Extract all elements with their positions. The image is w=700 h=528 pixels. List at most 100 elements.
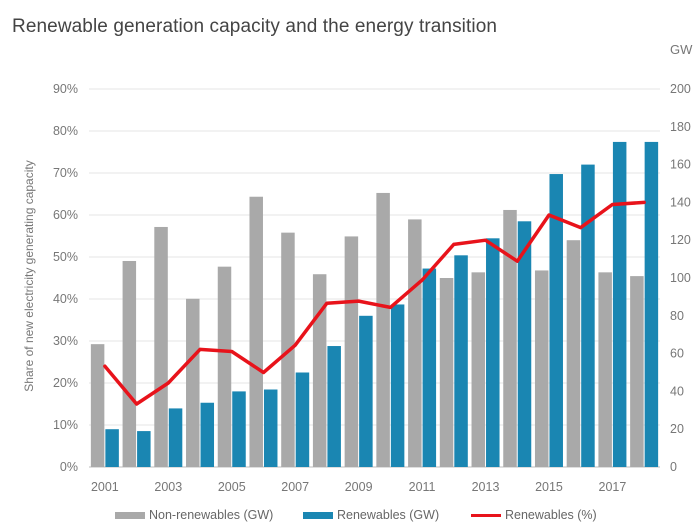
line-renewables-pct	[103, 200, 646, 406]
point-renewables-pct	[610, 203, 614, 206]
axis-labels: 0% 10% 20% 30% 40% 50% 60% 70% 80% 90% 0 20 40 60 80 10…	[53, 82, 691, 494]
bar-renewables	[549, 174, 563, 468]
point-renewables-pct	[579, 226, 583, 230]
point-renewables-pct	[452, 242, 456, 246]
y-tick-label-left: 20%	[53, 376, 78, 390]
point-renewables-pct	[103, 364, 107, 368]
x-tick-label: 2013	[472, 480, 500, 494]
bar-nonrenewables	[217, 266, 232, 467]
y-tick-label-right: 140	[670, 195, 691, 209]
point-renewables-pct	[547, 213, 551, 217]
bar-renewables	[390, 304, 405, 467]
bar-nonrenewables	[439, 278, 454, 467]
y-tick-label-right: 40	[670, 384, 684, 398]
legend-item-nonrenewables[interactable]: Non-renewables (GW)	[115, 508, 273, 522]
bar-nonrenewables	[598, 272, 612, 467]
y-tick-label-right: 100	[670, 271, 691, 285]
bar-nonrenewables	[503, 209, 517, 467]
bar-nonrenewables	[122, 260, 137, 467]
bar-renewables	[168, 408, 183, 467]
bar-nonrenewables	[186, 298, 200, 467]
point-renewables-pct	[420, 278, 424, 282]
point-renewables-pct	[357, 299, 361, 303]
bar-renewables	[200, 402, 215, 467]
bar-renewables	[612, 141, 627, 468]
line-layer	[103, 200, 646, 406]
bar-nonrenewables	[630, 276, 644, 467]
y-tick-label-right: 120	[670, 233, 691, 247]
y-tick-label-left: 10%	[53, 418, 78, 432]
bar-renewables	[359, 315, 373, 467]
legend-item-renewables[interactable]: Renewables (GW)	[303, 508, 439, 522]
bar-nonrenewables	[154, 226, 168, 467]
y-tick-label-right: 20	[670, 422, 684, 436]
bar-renewables	[486, 238, 500, 467]
x-tick-label: 2011	[409, 480, 436, 494]
bar-renewables	[517, 221, 532, 467]
y-tick-label-left: 50%	[53, 250, 78, 264]
x-tick-label: 2015	[535, 480, 563, 494]
gridlines	[89, 88, 660, 468]
point-renewables-pct	[642, 200, 646, 204]
x-tick-label: 2003	[154, 480, 182, 494]
y-tick-label-left: 0%	[60, 460, 78, 474]
y-tick-label-left: 70%	[53, 166, 78, 180]
y-tick-label-right: 0	[670, 460, 677, 474]
bar-renewables	[644, 141, 659, 468]
point-renewables-pct	[325, 301, 329, 305]
point-renewables-pct	[515, 259, 519, 263]
bar-renewables	[263, 389, 278, 467]
point-renewables-pct	[166, 381, 170, 385]
point-renewables-pct	[135, 402, 139, 406]
bar-nonrenewables	[471, 272, 486, 467]
y-tick-label-right: 60	[670, 347, 684, 361]
bar-nonrenewables	[90, 344, 105, 467]
legend-swatch-renewables-pct	[471, 513, 501, 517]
bar-renewables	[295, 372, 310, 467]
bar-nonrenewables	[534, 270, 549, 467]
x-tick-label: 2005	[218, 480, 246, 494]
bar-nonrenewables	[566, 240, 581, 467]
bar-nonrenewables	[376, 192, 390, 467]
legend-swatch-renewables	[303, 511, 333, 519]
point-renewables-pct	[198, 347, 202, 351]
right-axis-unit: GW	[670, 42, 693, 57]
bars-layer	[90, 141, 659, 468]
bar-renewables	[232, 391, 246, 467]
legend-item-renewables-pct[interactable]: Renewables (%)	[471, 508, 597, 522]
point-renewables-pct	[388, 305, 392, 309]
y-tick-label-left: 60%	[53, 208, 78, 222]
point-renewables-pct	[261, 371, 265, 374]
bar-nonrenewables	[344, 236, 359, 467]
bar-renewables	[327, 346, 341, 467]
chart-title: Renewable generation capacity and the en…	[12, 16, 498, 37]
x-tick-label: 2001	[91, 480, 119, 494]
y-tick-label-left: 90%	[53, 82, 78, 96]
point-renewables-pct	[230, 350, 234, 353]
bar-renewables	[105, 429, 119, 467]
x-tick-label: 2017	[599, 480, 627, 494]
y-tick-label-right: 80	[670, 309, 684, 323]
x-tick-label: 2007	[281, 480, 309, 494]
bar-renewables	[581, 164, 595, 467]
legend-swatch-nonrenewables	[115, 511, 145, 519]
y-tick-label-right: 200	[670, 82, 691, 96]
x-tick-label: 2009	[345, 480, 373, 494]
point-renewables-pct	[484, 238, 488, 242]
point-renewables-pct	[293, 343, 297, 347]
y-tick-label-right: 160	[670, 158, 691, 172]
y-tick-label-left: 30%	[53, 334, 78, 348]
bar-renewables	[454, 255, 468, 467]
legend-label-renewables-pct: Renewables (%)	[505, 508, 597, 522]
bar-nonrenewables	[408, 219, 422, 467]
y-tick-label-right: 180	[670, 120, 691, 134]
legend-label-renewables: Renewables (GW)	[337, 508, 440, 522]
bar-renewables	[422, 268, 437, 467]
legend: Non-renewables (GW) Renewables (GW) Rene…	[0, 508, 700, 524]
y-tick-label-left: 40%	[53, 292, 78, 306]
bar-nonrenewables	[249, 196, 263, 468]
legend-label-nonrenewables: Non-renewables (GW)	[149, 508, 274, 522]
bar-nonrenewables	[312, 274, 327, 467]
bar-renewables	[137, 431, 151, 467]
